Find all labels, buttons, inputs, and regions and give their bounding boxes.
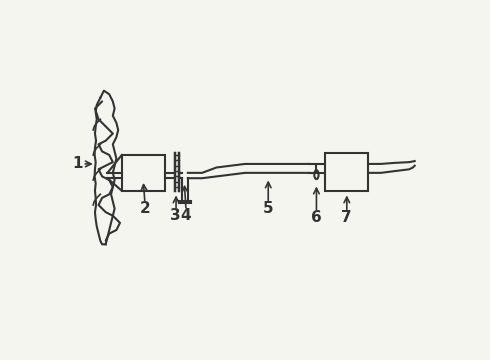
Text: 4: 4 (181, 208, 192, 223)
Text: 2: 2 (140, 201, 150, 216)
Text: 3: 3 (170, 208, 181, 223)
Text: 7: 7 (342, 210, 352, 225)
Text: 5: 5 (263, 201, 273, 216)
Text: 6: 6 (311, 210, 322, 225)
Bar (325, 153, 368, 191)
Bar (122, 155, 165, 191)
Text: 1: 1 (72, 157, 82, 171)
